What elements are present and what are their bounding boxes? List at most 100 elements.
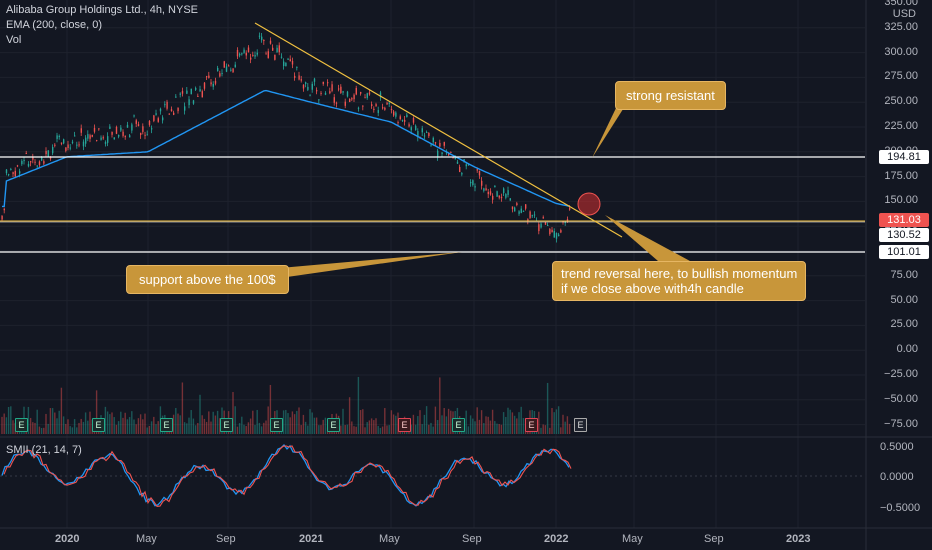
candle-body (269, 40, 272, 44)
volume-bar (318, 425, 320, 434)
candle-body (140, 132, 142, 136)
volume-bar (557, 406, 560, 434)
candle-body (113, 137, 115, 140)
earnings-icon[interactable]: E (220, 418, 233, 432)
volume-bar (417, 416, 419, 434)
earnings-icon[interactable]: E (327, 418, 340, 432)
candle-body (199, 89, 201, 92)
candle-body (454, 156, 456, 160)
volume-bar (126, 419, 129, 434)
volume-bar (287, 413, 289, 434)
candle-body (250, 57, 252, 60)
volume-bar (476, 407, 478, 434)
candle-body (223, 61, 225, 68)
volume-bar (34, 422, 36, 434)
volume-bar (208, 411, 210, 434)
volume-legend[interactable]: Vol (6, 34, 22, 46)
candle-body (120, 127, 122, 131)
volume-bar (447, 408, 450, 434)
candle-body (122, 131, 124, 136)
volume-bar (395, 415, 397, 434)
volume-bar (544, 425, 547, 434)
candle-body (355, 88, 357, 95)
candle-body (498, 195, 500, 198)
candle-body (272, 47, 274, 51)
candle-body (428, 132, 430, 137)
volume-bar (115, 424, 118, 434)
candle-body (45, 150, 47, 155)
candle-body (19, 171, 21, 174)
volume-bar (498, 424, 500, 434)
volume-bars (1, 376, 571, 434)
candle-body (208, 75, 210, 78)
volume-bar (216, 410, 219, 434)
candle-body (148, 120, 151, 125)
earnings-icon[interactable]: E (574, 418, 587, 432)
volume-bar (54, 412, 56, 434)
candle-body (388, 102, 390, 104)
volume-bar (3, 413, 5, 434)
currency-label: USD (892, 8, 916, 20)
candle-body (225, 66, 228, 72)
earnings-icon[interactable]: E (525, 418, 538, 432)
candle-body (397, 122, 399, 124)
candle-body (375, 104, 377, 107)
volume-bar (265, 420, 267, 434)
candle-body (432, 137, 434, 143)
candle-body (377, 110, 379, 113)
indicator-axis-label: 0.0000 (880, 471, 914, 483)
volume-bar (175, 407, 177, 434)
price-tag-level: 130.52 (879, 228, 929, 242)
candle-body (294, 75, 296, 78)
volume-bar (146, 427, 148, 434)
volume-bar (309, 409, 311, 434)
volume-bar (36, 409, 38, 434)
price-axis-label: 325.00 (884, 20, 918, 33)
smii-legend[interactable]: SMII (21, 14, 7) (6, 444, 82, 456)
volume-bar (364, 427, 366, 434)
earnings-icon[interactable]: E (452, 418, 465, 432)
volume-bar (128, 417, 131, 434)
volume-bar (87, 420, 89, 434)
candle-body (511, 206, 514, 210)
earnings-icon[interactable]: E (398, 418, 411, 432)
earnings-icon[interactable]: E (92, 418, 105, 432)
volume-bar (267, 406, 269, 434)
callout-support[interactable]: support above the 100$ (126, 265, 289, 294)
volume-bar (474, 421, 476, 434)
candle-body (476, 169, 478, 171)
candle-body (309, 94, 311, 96)
candle-body (426, 132, 428, 134)
volume-bar (10, 406, 12, 434)
candle-body (472, 180, 474, 186)
candle-body (558, 234, 560, 237)
volume-bar (243, 424, 245, 434)
volume-bar (465, 410, 467, 434)
volume-bar (190, 410, 192, 434)
earnings-icon[interactable]: E (15, 418, 28, 432)
ema-legend[interactable]: EMA (200, close, 0) (6, 19, 102, 31)
candle-body (201, 91, 203, 98)
earnings-icon[interactable]: E (270, 418, 283, 432)
callout-reversal[interactable]: trend reversal here, to bullish momentum… (552, 261, 807, 301)
volume-bar (469, 415, 472, 434)
volume-bar (410, 424, 412, 434)
candle-body (16, 165, 19, 167)
volume-bar (29, 417, 32, 434)
volume-bar (546, 382, 549, 434)
candle-body (241, 53, 243, 55)
volume-bar (359, 410, 362, 434)
volume-bar (56, 418, 58, 434)
volume-bar (320, 425, 322, 434)
volume-bar (357, 376, 360, 434)
volume-bar (315, 417, 318, 434)
volume-bar (49, 408, 52, 434)
volume-bar (313, 417, 316, 434)
candle-body (542, 217, 544, 219)
symbol-title[interactable]: Alibaba Group Holdings Ltd., 4h, NYSE (6, 4, 199, 16)
earnings-icon[interactable]: E (160, 418, 173, 432)
callout-resistant[interactable]: strong resistant (615, 81, 726, 110)
candle-body (344, 101, 346, 106)
volume-bar (379, 427, 382, 434)
price-tag-resistance: 194.81 (879, 150, 929, 164)
